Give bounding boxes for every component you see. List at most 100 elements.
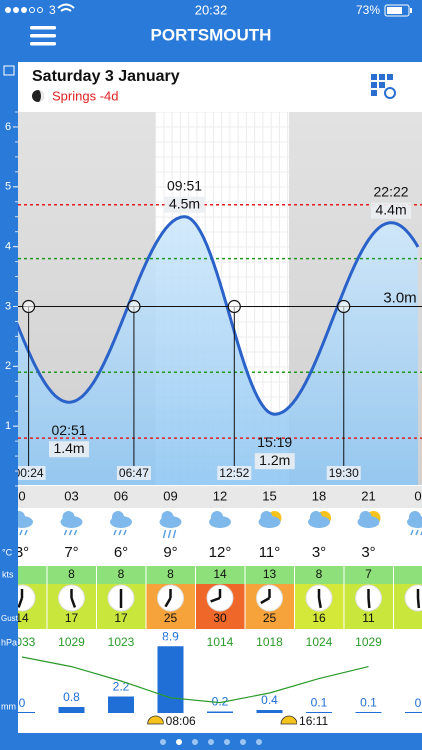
temperature: 9° — [163, 544, 177, 561]
wind-speed: 7 — [365, 567, 372, 581]
crossing-time: 06:47 — [119, 466, 149, 480]
crossing-time: 00:24 — [14, 466, 44, 480]
wind-hand — [416, 597, 421, 609]
extreme-height: 4.4m — [375, 201, 406, 217]
crossing-marker — [127, 299, 141, 314]
pressure: 1016 — [157, 635, 184, 649]
wind-row — [18, 566, 422, 584]
wind-speed: 8 — [167, 567, 174, 581]
signal-dots — [5, 7, 43, 13]
rain-amount: 0.1 — [360, 695, 377, 709]
cloud — [211, 511, 223, 523]
wind-speed: 8 — [118, 567, 125, 581]
temperature: 7° — [64, 544, 78, 561]
calendar-button[interactable] — [371, 74, 396, 99]
battery-icon — [384, 4, 412, 17]
tide-curve — [18, 215, 420, 416]
extreme-time: 02:51 — [52, 422, 87, 438]
raindrop — [118, 529, 122, 536]
page-dot — [256, 739, 262, 745]
weather-icon — [60, 511, 83, 536]
pressure-line — [21, 656, 369, 704]
label-bg — [217, 466, 252, 480]
raindrop — [63, 529, 68, 536]
y-tick-label: 3 — [5, 300, 11, 312]
y-tick-label: 2 — [5, 360, 11, 372]
temperature: 3° — [361, 544, 375, 561]
rain-amount: 0.1 — [311, 695, 328, 709]
temperature: 3° — [15, 544, 29, 561]
crossing-marker — [337, 299, 351, 314]
tide-chart: 00:24 06:47 12:52 19:30 3.0m 02:51 1.4m 09:51 4.… — [14, 112, 422, 485]
cloud — [359, 511, 372, 523]
rain-amount: 0 — [19, 696, 26, 710]
pressure: 1029 — [58, 635, 85, 649]
sunrise-time: 08:06 — [166, 714, 196, 728]
raindrop — [73, 529, 78, 536]
hour-label: 0 — [414, 488, 421, 503]
rain-bar — [157, 646, 184, 713]
wind-speed: 14 — [213, 567, 227, 581]
rain-bar — [9, 712, 35, 713]
extreme-time: 22:22 — [374, 183, 409, 199]
menu-button[interactable] — [30, 26, 56, 46]
label-bg — [18, 466, 46, 480]
temperature: 6° — [114, 544, 128, 561]
pressure: 1024 — [306, 635, 333, 649]
clock: 20:32 — [195, 2, 228, 17]
raindrop — [415, 529, 419, 536]
weather-icon — [258, 511, 282, 528]
rain-amount: 0.4 — [261, 693, 278, 707]
extreme-time: 15:19 — [257, 434, 292, 450]
row-label: Gust — [1, 614, 19, 623]
moon-icon — [32, 90, 44, 102]
rain-amount: 8.9 — [162, 629, 179, 643]
pressure: 1014 — [207, 635, 234, 649]
label-bg — [164, 196, 205, 213]
hour-label: 18 — [312, 488, 326, 503]
row-label: mm — [1, 701, 16, 711]
date: Saturday 3 January — [32, 68, 180, 85]
rain-amount: 0.2 — [212, 695, 229, 709]
hour-label: 0 — [18, 488, 25, 503]
cloud — [161, 511, 174, 523]
gust-speed: 30 — [213, 611, 227, 625]
hour-label: 09 — [163, 488, 177, 503]
raindrop — [68, 529, 73, 536]
rain-amount: 2.2 — [113, 680, 130, 694]
page-dot — [208, 739, 214, 745]
sidebar-icon — [3, 65, 15, 76]
carrier: 3 — [49, 3, 56, 17]
page-dot — [176, 739, 182, 745]
cloud — [112, 511, 124, 523]
label-bg — [116, 466, 151, 480]
crossing-time: 19:30 — [329, 466, 359, 480]
page-dot — [224, 739, 230, 745]
gust-speed: 14 — [15, 611, 29, 625]
battery-percent: 73% — [356, 3, 380, 17]
weather-icon — [209, 511, 231, 528]
hour-label: 15 — [262, 488, 276, 503]
sunrise-icon — [147, 715, 165, 725]
rain-bar — [256, 710, 283, 713]
gust-speed: 25 — [263, 611, 277, 625]
raindrop — [123, 529, 127, 536]
y-tick-label: 4 — [5, 241, 11, 253]
cloud — [260, 511, 273, 523]
gust-speed: 17 — [114, 611, 128, 625]
temperature: 3° — [312, 544, 326, 561]
extreme-height: 1.2m — [259, 452, 290, 468]
wind-hand — [367, 597, 371, 609]
raindrop — [24, 529, 28, 536]
cloud — [62, 511, 75, 523]
page-dot — [240, 739, 246, 745]
wind-speed: 8 — [316, 567, 323, 581]
hour-label: 03 — [64, 488, 78, 503]
wind-hand — [164, 597, 172, 608]
gust-speed: 25 — [164, 611, 178, 625]
y-tick-label: 5 — [5, 181, 11, 193]
gust-speed: 16 — [312, 611, 326, 625]
wind-hand — [17, 597, 24, 608]
rain-bar — [58, 707, 85, 713]
row-label: kts — [2, 569, 14, 579]
